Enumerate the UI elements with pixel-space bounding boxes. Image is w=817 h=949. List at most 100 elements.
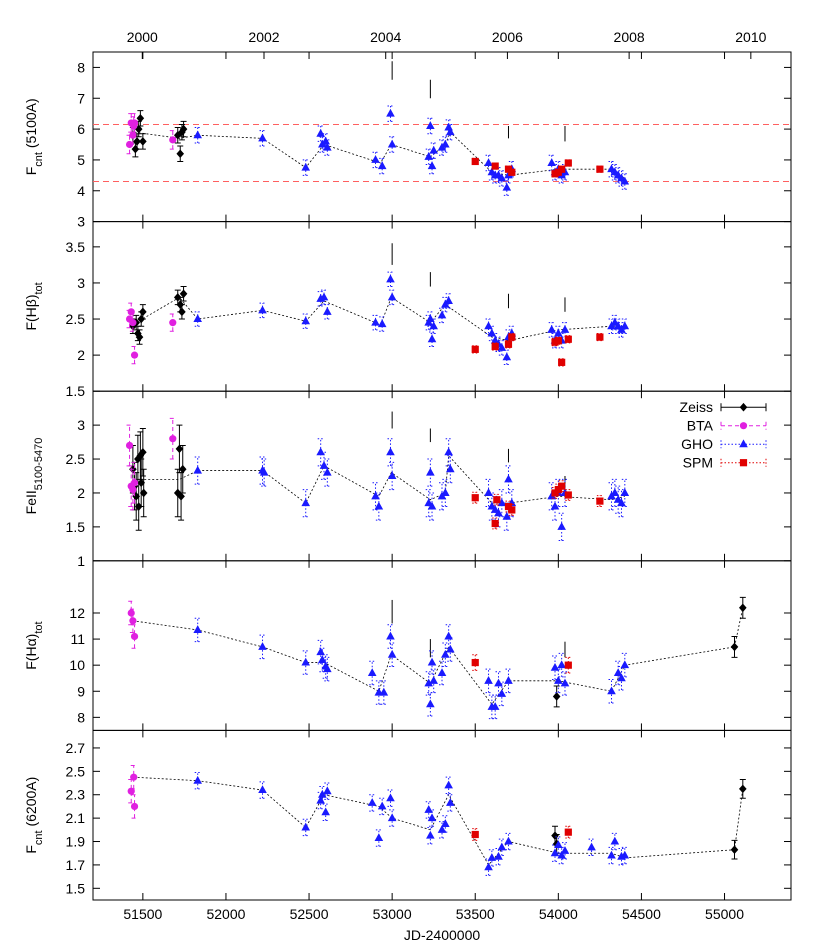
y-label-part: cnt xyxy=(33,152,45,167)
error-bar xyxy=(389,461,396,491)
marker xyxy=(134,124,143,134)
marker xyxy=(377,319,387,328)
marker xyxy=(502,511,512,520)
marker xyxy=(176,149,185,159)
y-tick-label: 6 xyxy=(77,121,85,137)
marker xyxy=(169,435,177,443)
marker xyxy=(437,310,447,319)
marker xyxy=(471,658,479,667)
marker xyxy=(193,314,202,323)
marker xyxy=(504,676,513,684)
marker xyxy=(484,488,493,496)
error-bar xyxy=(439,482,445,511)
error-bar xyxy=(194,456,201,485)
marker xyxy=(133,137,141,146)
x-tick-label: 52500 xyxy=(290,906,329,922)
marker xyxy=(321,136,330,145)
marker xyxy=(258,133,267,142)
marker xyxy=(494,678,503,687)
marker xyxy=(426,830,435,839)
x2-tick-label: 2010 xyxy=(735,29,766,45)
marker xyxy=(367,798,377,806)
marker xyxy=(318,655,327,663)
marker xyxy=(620,321,630,330)
marker xyxy=(134,454,142,464)
marker xyxy=(137,314,145,324)
legend-label: Zeiss xyxy=(680,399,713,415)
marker xyxy=(497,498,507,507)
marker xyxy=(554,676,563,684)
error-bar xyxy=(427,458,434,487)
marker xyxy=(484,321,493,330)
marker xyxy=(129,319,137,327)
error-bar xyxy=(505,465,512,494)
x-axis-label: JD-2400000 xyxy=(404,927,480,943)
marker xyxy=(259,467,269,476)
marker xyxy=(371,155,380,163)
error-bar xyxy=(129,608,136,634)
marker xyxy=(607,850,616,859)
marker xyxy=(446,464,455,473)
error-bar xyxy=(375,492,382,521)
y-label-part: F(Hβ) xyxy=(23,294,39,330)
marker xyxy=(617,498,626,507)
error-bar xyxy=(131,461,138,504)
marker xyxy=(596,497,604,505)
marker xyxy=(730,642,739,652)
error-bar xyxy=(131,794,138,819)
marker xyxy=(471,830,479,839)
marker xyxy=(596,333,604,341)
marker xyxy=(316,647,325,656)
marker xyxy=(620,488,630,496)
marker xyxy=(125,441,134,450)
x-tick-label: 53500 xyxy=(456,906,495,922)
marker xyxy=(497,689,507,697)
marker xyxy=(176,300,185,309)
marker xyxy=(137,478,145,488)
marker xyxy=(487,853,497,861)
legend-marker xyxy=(739,439,748,448)
error-bar xyxy=(131,624,138,649)
marker xyxy=(377,161,387,170)
marker xyxy=(427,813,437,822)
marker xyxy=(427,161,437,170)
marker xyxy=(129,485,137,494)
marker xyxy=(387,292,397,301)
marker xyxy=(424,678,434,687)
marker xyxy=(557,850,566,859)
marker xyxy=(444,780,453,789)
legend-label: SPM xyxy=(683,455,713,471)
marker xyxy=(139,447,147,457)
marker xyxy=(497,173,507,182)
marker xyxy=(441,649,450,658)
marker xyxy=(441,819,450,827)
error-bar xyxy=(429,492,436,521)
error-bar xyxy=(442,478,449,508)
marker xyxy=(301,162,311,171)
marker xyxy=(491,519,499,528)
marker xyxy=(739,784,747,794)
y-tick-label: 7 xyxy=(77,90,85,106)
marker xyxy=(730,845,739,855)
marker xyxy=(387,649,397,658)
marker xyxy=(134,502,143,511)
trend-line xyxy=(136,296,625,342)
marker xyxy=(504,836,513,845)
y-tick-label: 1.5 xyxy=(66,519,86,535)
marker xyxy=(371,491,380,500)
marker xyxy=(321,807,330,816)
x-tick-label: 55000 xyxy=(705,906,744,922)
legend-label: BTA xyxy=(687,418,714,434)
marker xyxy=(739,603,747,613)
marker xyxy=(387,471,397,479)
error-bar xyxy=(472,828,479,841)
error-bar xyxy=(608,482,615,511)
marker xyxy=(497,842,507,851)
marker xyxy=(508,168,516,176)
marker xyxy=(564,335,572,343)
x-tick-label: 53000 xyxy=(373,906,412,922)
marker xyxy=(386,108,395,117)
marker xyxy=(441,488,450,496)
error-bar xyxy=(558,512,565,541)
marker xyxy=(258,305,267,314)
